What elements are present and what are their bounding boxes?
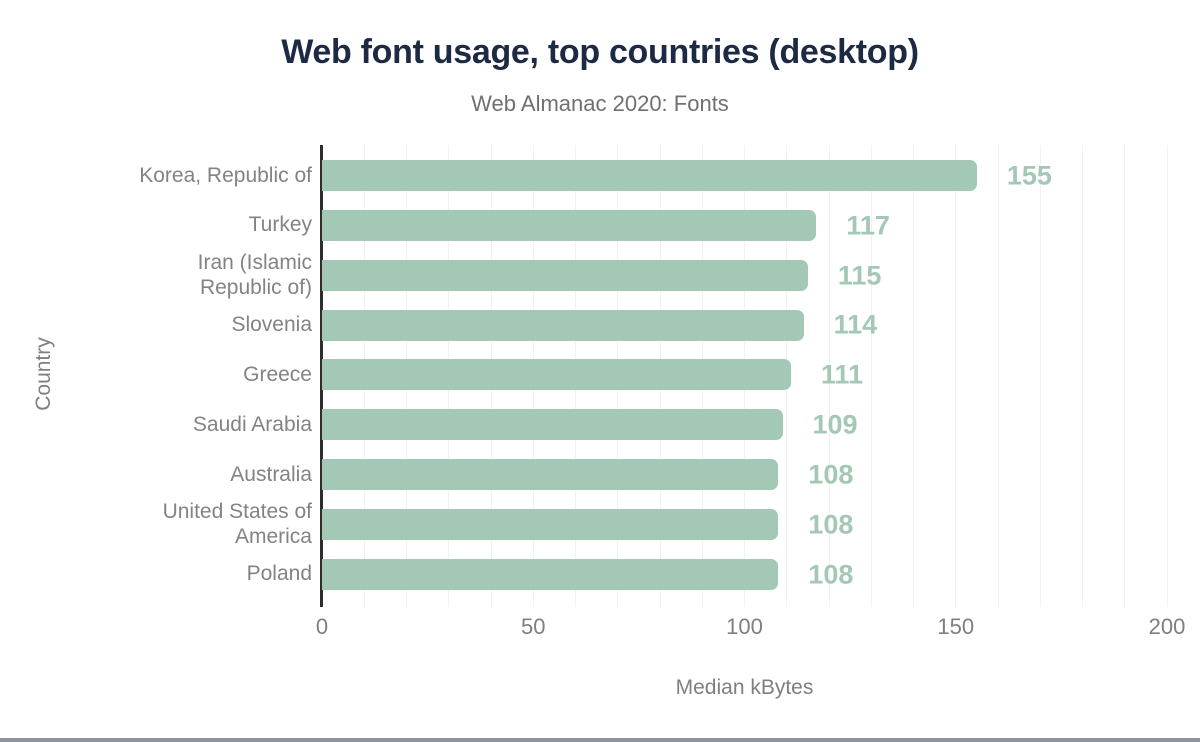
category-label: Greece <box>243 362 312 386</box>
value-label: 111 <box>820 359 864 390</box>
category-label: Iran (Islamic Republic of) <box>197 250 312 299</box>
value-label: 114 <box>833 309 878 340</box>
bar[interactable] <box>322 309 804 341</box>
bar[interactable] <box>322 359 791 391</box>
value-label: 117 <box>846 210 890 241</box>
chart-title: Web font usage, top countries (desktop) <box>281 33 919 71</box>
y-axis-line <box>320 145 323 607</box>
gridline <box>1166 145 1168 607</box>
x-tick-label: 200 <box>1148 614 1186 639</box>
gridline <box>1039 145 1041 607</box>
gridline <box>955 145 957 607</box>
value-label: 115 <box>837 260 882 291</box>
bar[interactable] <box>322 409 783 441</box>
value-label: 108 <box>808 559 854 590</box>
bar[interactable] <box>322 259 808 291</box>
bar[interactable] <box>322 558 779 590</box>
category-label: Turkey <box>248 213 312 237</box>
value-label: 109 <box>812 409 858 440</box>
bottom-edge-bar <box>0 738 1200 742</box>
x-tick-label: 100 <box>726 614 763 639</box>
bar[interactable] <box>322 508 779 540</box>
category-label: Slovenia <box>231 313 312 337</box>
x-tick-label: 0 <box>315 614 329 639</box>
category-label: Poland <box>246 562 312 586</box>
value-label: 155 <box>1006 160 1052 191</box>
y-axis-title: Country <box>32 337 55 411</box>
x-axis-title: Median kBytes <box>675 676 814 699</box>
bar[interactable] <box>322 459 779 491</box>
gridline <box>870 145 872 607</box>
chart-subtitle: Web Almanac 2020: Fonts <box>471 91 729 116</box>
category-label: Korea, Republic of <box>139 163 312 187</box>
gridline <box>1124 145 1126 607</box>
bar[interactable] <box>322 160 977 191</box>
bar[interactable] <box>322 209 817 241</box>
x-tick-label: 50 <box>521 614 546 639</box>
gridline <box>997 145 999 607</box>
value-label: 108 <box>808 509 854 540</box>
gridline <box>913 145 914 607</box>
category-label: United States of America <box>162 500 312 548</box>
gridline <box>828 145 830 607</box>
category-label: Saudi Arabia <box>192 412 312 436</box>
gridline <box>1082 145 1083 607</box>
x-tick-label: 150 <box>937 614 975 639</box>
value-label: 108 <box>808 459 854 490</box>
category-label: Australia <box>230 462 312 486</box>
